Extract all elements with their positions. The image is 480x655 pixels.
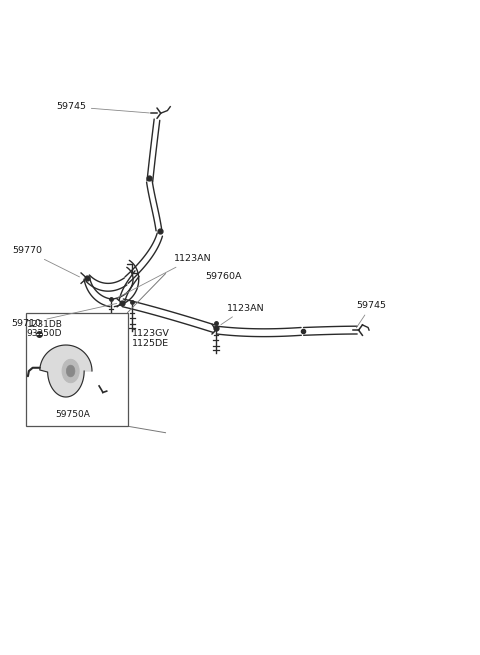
Text: 1231DB: 1231DB <box>26 320 62 329</box>
Text: 1125DE: 1125DE <box>132 339 169 348</box>
Text: 1123GV: 1123GV <box>132 329 170 339</box>
Text: 59745: 59745 <box>356 301 386 328</box>
Text: 59760A: 59760A <box>205 272 241 282</box>
Text: 59745: 59745 <box>56 102 149 113</box>
Circle shape <box>66 365 75 377</box>
Polygon shape <box>40 345 92 397</box>
Text: 1123AN: 1123AN <box>118 254 211 297</box>
Text: 1123AN: 1123AN <box>221 303 264 325</box>
Bar <box>25 312 128 426</box>
Text: 59750A: 59750A <box>55 410 90 419</box>
Text: 59770: 59770 <box>12 246 80 277</box>
Circle shape <box>62 360 79 383</box>
Text: 59710: 59710 <box>12 303 117 328</box>
Text: 93250D: 93250D <box>26 329 62 338</box>
